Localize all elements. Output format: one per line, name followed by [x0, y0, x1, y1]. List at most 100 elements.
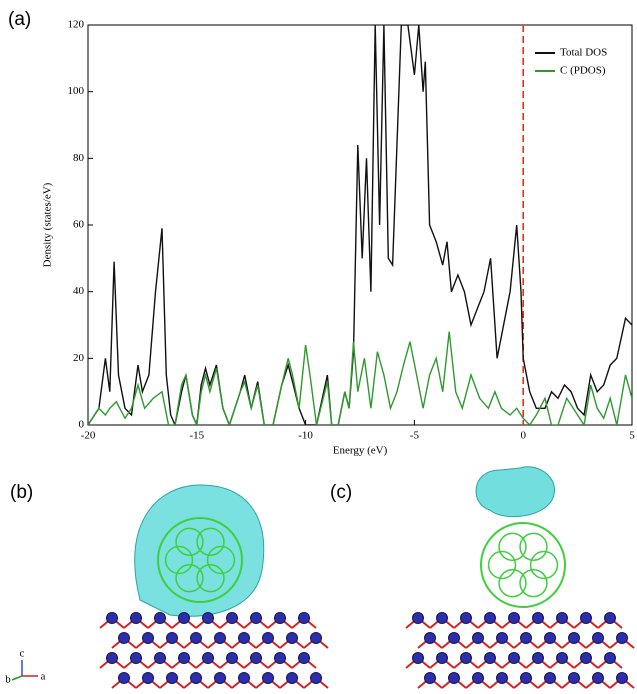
atom: [497, 673, 508, 684]
atom: [215, 633, 226, 644]
atom: [617, 673, 628, 684]
atom: [107, 613, 118, 624]
y-tick-label: 20: [73, 352, 85, 364]
axis-indicator-label: c: [20, 648, 25, 660]
atom: [191, 633, 202, 644]
atom: [107, 653, 118, 664]
atom: [593, 673, 604, 684]
atom: [143, 633, 154, 644]
x-tick-label: 5: [629, 430, 635, 442]
y-tick-label: 40: [73, 285, 85, 297]
atom: [167, 673, 178, 684]
atom: [473, 633, 484, 644]
atom: [473, 673, 484, 684]
atom: [605, 653, 616, 664]
atom: [131, 613, 142, 624]
atom: [593, 633, 604, 644]
atom: [569, 633, 580, 644]
axis-indicator-label: b: [5, 674, 11, 686]
atom: [521, 633, 532, 644]
structures: b c a: [5, 467, 634, 688]
atom: [263, 673, 274, 684]
atom: [251, 613, 262, 624]
axis-indicator: [12, 676, 22, 680]
atom: [533, 653, 544, 664]
atom: [545, 633, 556, 644]
atom: [425, 673, 436, 684]
atom: [179, 653, 190, 664]
y-tick-label: 0: [79, 419, 85, 431]
atom: [131, 653, 142, 664]
legend-label: Total DOS: [560, 47, 607, 59]
axis-indicator-label: a: [41, 671, 46, 683]
x-tick-label: 0: [520, 430, 526, 442]
panel-label: (c): [330, 482, 352, 503]
x-tick-label: -15: [189, 430, 204, 442]
plot-frame: [88, 25, 632, 425]
panel-label: (a): [8, 9, 31, 30]
atom: [557, 653, 568, 664]
atom: [461, 613, 472, 624]
atom: [227, 653, 238, 664]
y-tick-label: 100: [68, 85, 85, 97]
atom: [143, 673, 154, 684]
atom: [155, 613, 166, 624]
atom: [275, 613, 286, 624]
atom: [251, 653, 262, 664]
atom: [287, 673, 298, 684]
atom: [263, 633, 274, 644]
fullerene: [481, 523, 565, 607]
atom: [461, 653, 472, 664]
y-axis-label: Density (states/eV): [42, 182, 54, 267]
atom: [509, 613, 520, 624]
atom: [533, 613, 544, 624]
atom: [191, 673, 202, 684]
series-line: [88, 25, 632, 425]
figure: (a) (b) (c) Energy (eV) Density (states/…: [0, 0, 637, 694]
y-tick-label: 80: [73, 152, 85, 164]
atom: [203, 653, 214, 664]
panel-label: (b): [10, 482, 33, 503]
atom: [497, 633, 508, 644]
atom: [227, 613, 238, 624]
legend-label: C (PDOS): [560, 65, 606, 77]
atom: [449, 673, 460, 684]
atom: [485, 613, 496, 624]
atom: [581, 613, 592, 624]
atom: [617, 633, 628, 644]
atom: [119, 633, 130, 644]
atom: [239, 673, 250, 684]
atom: [299, 613, 310, 624]
atom: [437, 653, 448, 664]
x-axis-label: Energy (eV): [333, 445, 388, 457]
atom: [569, 673, 580, 684]
atom: [437, 613, 448, 624]
atom: [545, 673, 556, 684]
atom: [605, 613, 616, 624]
atom: [299, 653, 310, 664]
atom: [239, 633, 250, 644]
atom: [425, 633, 436, 644]
y-tick-label: 60: [73, 219, 85, 231]
atom: [179, 613, 190, 624]
x-tick-label: -5: [410, 430, 420, 442]
atom: [215, 673, 226, 684]
atom: [119, 673, 130, 684]
atom: [557, 613, 568, 624]
atom: [509, 653, 520, 664]
atom: [167, 633, 178, 644]
atom: [413, 613, 424, 624]
atom: [449, 633, 460, 644]
atom: [521, 673, 532, 684]
atom: [485, 653, 496, 664]
atom: [275, 653, 286, 664]
atom: [311, 633, 322, 644]
charge-density: [476, 467, 554, 517]
atom: [311, 673, 322, 684]
x-tick-label: -10: [298, 430, 313, 442]
atom: [581, 653, 592, 664]
y-tick-label: 120: [68, 19, 85, 31]
atom: [203, 613, 214, 624]
atom: [287, 633, 298, 644]
x-tick-label: -20: [81, 430, 96, 442]
